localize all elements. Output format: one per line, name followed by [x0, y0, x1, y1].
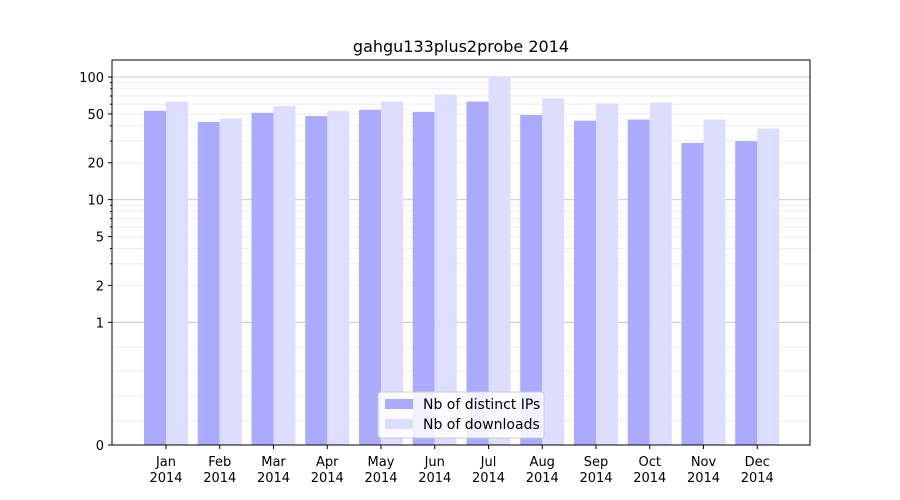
legend-box	[377, 391, 545, 439]
bar-distinct-ips	[466, 101, 489, 445]
x-tick-label: Jul 2014	[472, 455, 505, 486]
x-tick-label: Apr 2014	[311, 455, 344, 486]
y-axis: 0 1 2 5 10 20 50 100	[79, 71, 112, 454]
y-tick-label: 1	[96, 316, 104, 331]
bar-distinct-ips	[681, 142, 704, 445]
bar-downloads	[488, 77, 511, 445]
bar-distinct-ips	[735, 141, 758, 446]
legend-swatch	[385, 399, 413, 409]
bar-downloads	[542, 98, 565, 445]
legend: Nb of distinct IPs Nb of downloads	[377, 391, 545, 439]
chart-title: gahgu133plus2probe 2014	[353, 37, 569, 56]
bar-downloads	[649, 102, 672, 446]
bar-distinct-ips	[144, 110, 166, 446]
y-tick-label: 5	[96, 231, 104, 246]
bar-distinct-ips	[412, 111, 435, 446]
bar-distinct-ips	[251, 112, 274, 445]
x-tick-label: Dec 2014	[741, 455, 774, 486]
bar-distinct-ips	[574, 120, 596, 445]
x-tick-label: Aug 2014	[526, 455, 559, 486]
bar-distinct-ips	[359, 109, 381, 446]
y-tick-label: 0	[96, 439, 104, 454]
bar-downloads	[703, 119, 726, 445]
legend-label: Nb of distinct IPs	[423, 397, 540, 413]
x-tick-label: Oct 2014	[633, 455, 666, 486]
y-tick-label: 50	[87, 108, 104, 123]
y-tick-label: 2	[96, 279, 104, 294]
bar-distinct-ips	[520, 115, 543, 445]
x-tick-label: Mar 2014	[257, 455, 290, 486]
legend-label: Nb of downloads	[423, 417, 540, 433]
x-axis: Jan 2014 Feb 2014 Mar 2014 Apr 2014 May 2014 Jun 20…	[149, 445, 774, 486]
bar-downloads	[273, 106, 296, 445]
y-tick-label: 10	[87, 194, 104, 209]
bar-downloads	[757, 128, 780, 445]
x-tick-label: Jun 2014	[418, 455, 451, 486]
y-tick-label: 20	[87, 157, 104, 172]
x-tick-label: Feb 2014	[203, 455, 236, 486]
legend-swatch	[385, 419, 413, 429]
x-tick-label: Sep 2014	[579, 455, 612, 486]
bars	[144, 77, 780, 446]
bar-downloads	[596, 103, 618, 445]
bar-distinct-ips	[197, 121, 220, 445]
bar-downloads	[381, 101, 403, 445]
bar-downloads	[327, 110, 350, 446]
y-tick-label: 100	[79, 71, 104, 86]
bar-downloads	[434, 94, 457, 445]
x-tick-label: Jan 2014	[149, 455, 182, 486]
bar-distinct-ips	[305, 116, 328, 445]
bar-downloads	[166, 101, 188, 445]
x-tick-label: May 2014	[364, 455, 397, 486]
bar-downloads	[219, 118, 242, 445]
bar-distinct-ips	[627, 119, 650, 445]
plot-frame	[111, 59, 811, 446]
x-tick-label: Nov 2014	[687, 455, 720, 486]
